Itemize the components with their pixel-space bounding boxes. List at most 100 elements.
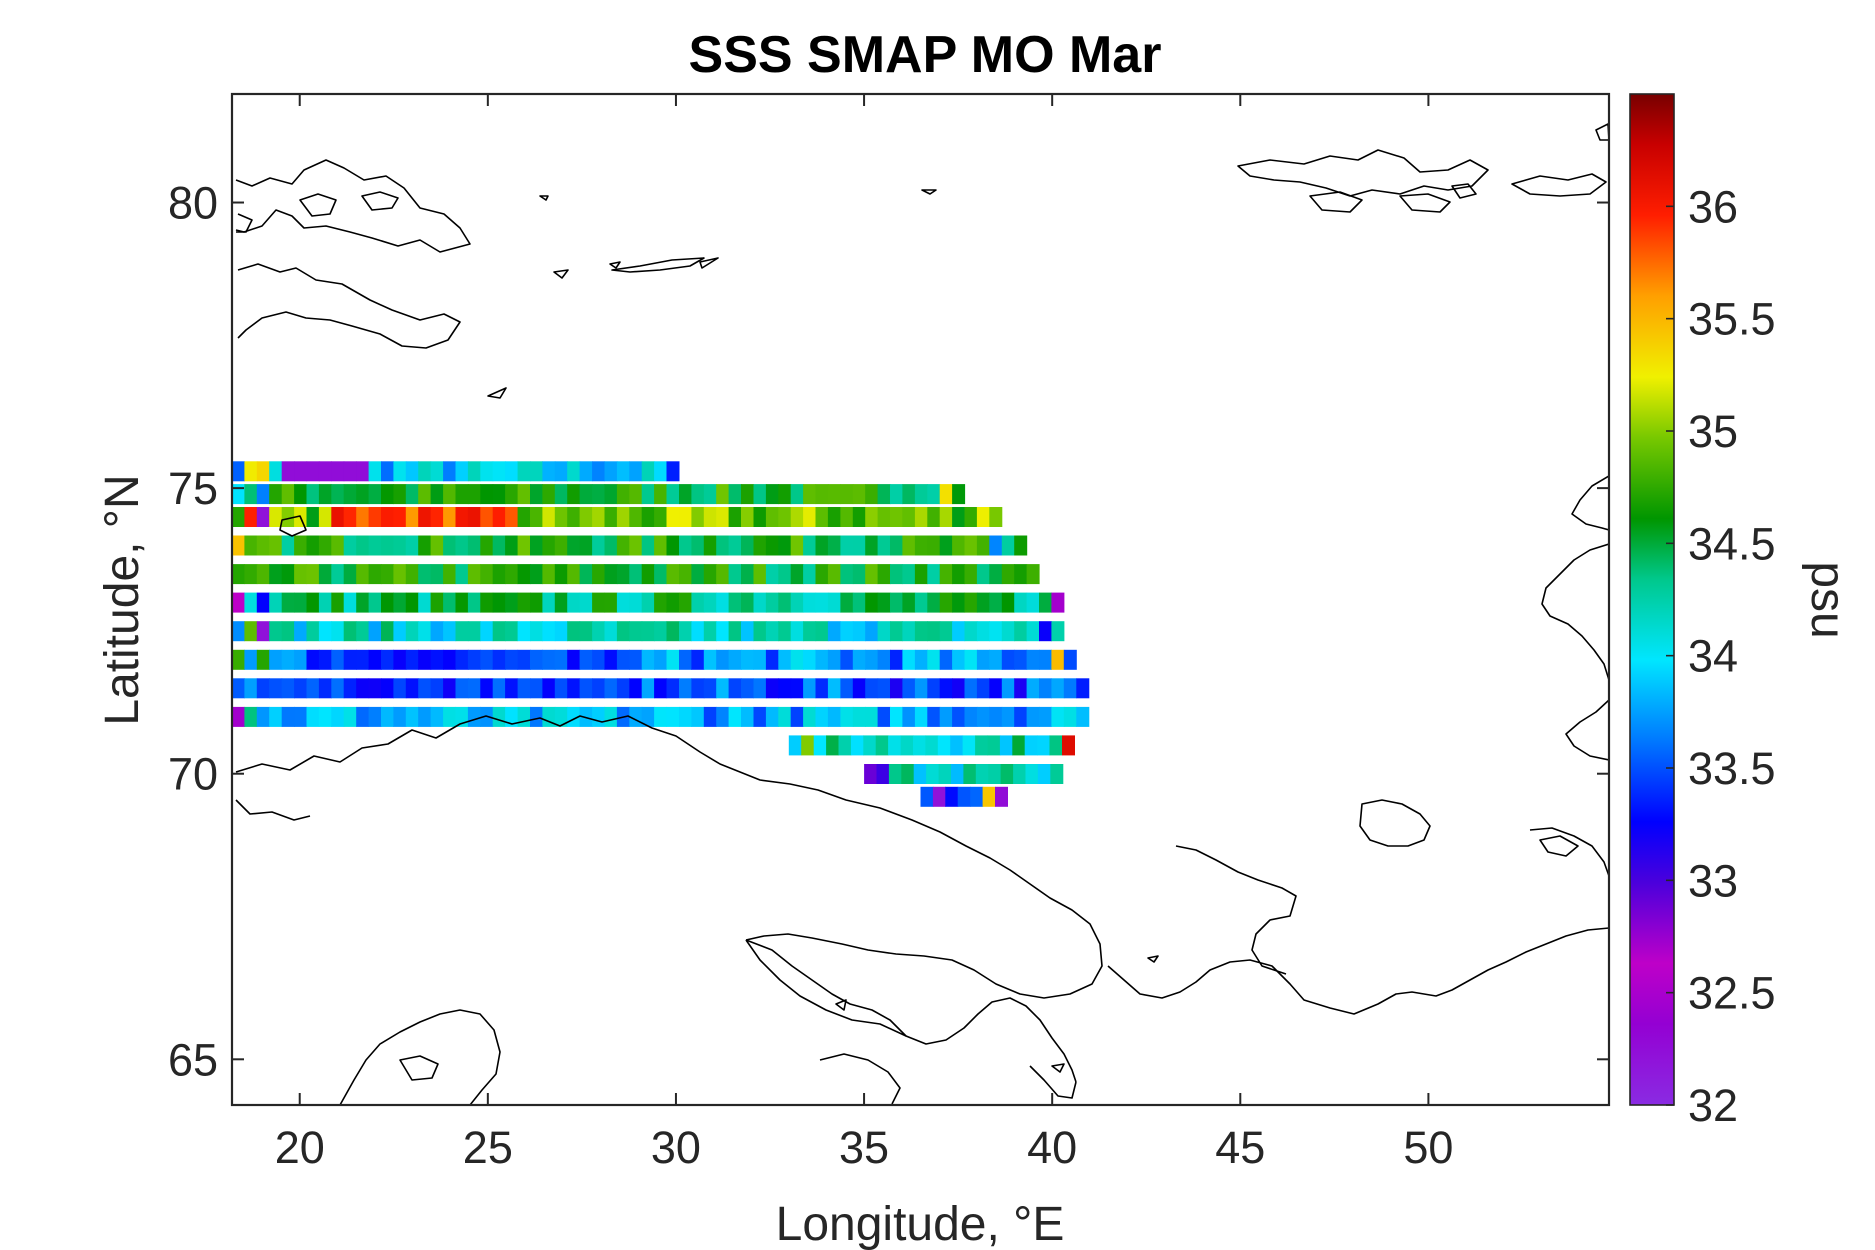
colorbar-tick-label: 35 xyxy=(1688,406,1738,457)
salinity-cell xyxy=(865,507,879,527)
salinity-cell xyxy=(765,621,779,642)
salinity-cell xyxy=(877,507,891,527)
salinity-cell xyxy=(827,535,841,556)
salinity-cell xyxy=(616,461,630,482)
salinity-cell xyxy=(691,592,705,613)
salinity-cell xyxy=(914,678,928,699)
salinity-cell xyxy=(480,535,494,556)
salinity-cell xyxy=(1037,764,1051,784)
salinity-cell xyxy=(256,507,270,527)
salinity-cell xyxy=(679,564,692,585)
salinity-cell xyxy=(964,678,978,699)
salinity-cell xyxy=(914,649,928,670)
salinity-cell xyxy=(1039,621,1052,642)
salinity-cell xyxy=(815,678,829,699)
salinity-cell xyxy=(244,564,258,585)
salinity-cell xyxy=(269,621,283,642)
salinity-cell xyxy=(679,507,692,527)
salinity-cell xyxy=(666,461,680,482)
salinity-cell xyxy=(368,564,382,585)
salinity-cell xyxy=(604,507,618,527)
salinity-cell xyxy=(604,592,618,613)
salinity-cell xyxy=(666,706,680,727)
salinity-cell xyxy=(331,678,345,699)
salinity-cell xyxy=(939,678,953,699)
salinity-cell xyxy=(256,678,270,699)
salinity-cell xyxy=(1014,564,1028,585)
salinity-cell xyxy=(728,678,742,699)
y-tick-label: 65 xyxy=(168,1034,218,1085)
salinity-cell xyxy=(629,592,643,613)
salinity-cell xyxy=(467,649,481,670)
salinity-cell xyxy=(542,461,556,482)
salinity-cell xyxy=(927,649,941,670)
salinity-cell xyxy=(492,461,506,482)
salinity-cell xyxy=(703,564,717,585)
salinity-cell xyxy=(1001,678,1015,699)
salinity-cell xyxy=(269,649,283,670)
salinity-cell xyxy=(455,678,469,699)
salinity-cell xyxy=(952,484,966,505)
salinity-cell xyxy=(343,706,357,727)
salinity-cell xyxy=(629,649,643,670)
salinity-cell xyxy=(331,507,345,527)
salinity-cell xyxy=(294,621,308,642)
coast-kanin-white-sea xyxy=(745,939,1077,1083)
salinity-cell xyxy=(542,507,556,527)
coast-novaya-zemlya-2 xyxy=(1565,699,1609,761)
salinity-cell xyxy=(970,786,984,807)
y-tick-label: 75 xyxy=(168,463,218,514)
salinity-cell xyxy=(691,535,705,556)
salinity-cell xyxy=(418,678,432,699)
salinity-cell xyxy=(269,592,283,613)
salinity-cell xyxy=(964,535,978,556)
salinity-cell xyxy=(989,649,1003,670)
salinity-cell xyxy=(269,706,283,727)
salinity-cell xyxy=(393,621,407,642)
salinity-cell xyxy=(765,706,779,727)
salinity-cell xyxy=(318,592,332,613)
salinity-cell xyxy=(517,706,531,727)
salinity-cell xyxy=(443,461,457,482)
salinity-cell xyxy=(716,678,730,699)
salinity-cell xyxy=(604,649,618,670)
salinity-cell xyxy=(741,484,754,505)
salinity-cell xyxy=(964,564,978,585)
salinity-cell xyxy=(579,621,593,642)
salinity-cell xyxy=(852,564,866,585)
salinity-cell xyxy=(480,564,494,585)
salinity-cell xyxy=(914,706,928,727)
salinity-cell xyxy=(803,706,817,727)
salinity-cell xyxy=(1051,592,1065,613)
salinity-cell xyxy=(703,621,717,642)
salinity-cell xyxy=(530,706,543,727)
salinity-cell xyxy=(902,678,916,699)
salinity-cell xyxy=(927,621,941,642)
salinity-cell xyxy=(1001,706,1015,727)
salinity-cell xyxy=(467,484,481,505)
salinity-cell xyxy=(343,484,357,505)
salinity-cell xyxy=(790,678,804,699)
salinity-cell xyxy=(902,621,916,642)
salinity-cell xyxy=(753,621,767,642)
salinity-cell xyxy=(542,564,556,585)
salinity-cell xyxy=(517,564,531,585)
salinity-cell xyxy=(890,535,903,556)
salinity-cell xyxy=(616,592,630,613)
colorbar-ticks: 32 32.5 33 33.5 34 34.5 35 35.5 36 xyxy=(1666,181,1776,1131)
salinity-cell xyxy=(281,678,295,699)
salinity-cell xyxy=(888,764,902,784)
salinity-cell xyxy=(654,621,668,642)
salinity-cell xyxy=(405,649,419,670)
salinity-cell xyxy=(381,592,394,613)
salinity-cell xyxy=(430,678,444,699)
salinity-cell xyxy=(629,461,643,482)
salinity-grid xyxy=(232,461,1090,807)
salinity-cell xyxy=(443,484,457,505)
salinity-cell xyxy=(443,678,457,699)
coast-vaygach-2 xyxy=(1539,835,1579,857)
salinity-cell xyxy=(765,564,779,585)
salinity-cell xyxy=(927,535,941,556)
salinity-cell xyxy=(592,564,606,585)
salinity-cell xyxy=(803,649,817,670)
